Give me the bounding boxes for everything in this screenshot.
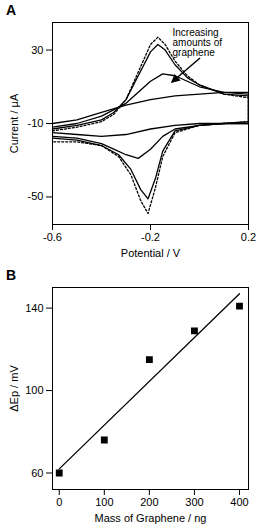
svg-text:300: 300 xyxy=(185,496,203,508)
svg-text:-0.2: -0.2 xyxy=(141,231,160,243)
svg-text:100: 100 xyxy=(25,384,43,396)
svg-text:Mass of Graphene / ng: Mass of Graphene / ng xyxy=(95,512,207,524)
svg-text:0.2: 0.2 xyxy=(241,231,256,243)
svg-text:100: 100 xyxy=(95,496,113,508)
svg-text:30: 30 xyxy=(31,44,43,56)
html-text:A: A xyxy=(6,2,17,18)
html-text:B: B xyxy=(6,267,17,283)
svg-text:-0.6: -0.6 xyxy=(43,231,62,243)
svg-text:140: 140 xyxy=(25,302,43,314)
svg-text:-50: -50 xyxy=(28,190,44,202)
svg-text:60: 60 xyxy=(31,467,43,479)
svg-text:ΔEp / mV: ΔEp / mV xyxy=(8,365,20,412)
svg-text:Current / µA: Current / µA xyxy=(8,93,20,153)
svg-text:-10: -10 xyxy=(28,117,44,129)
svg-text:200: 200 xyxy=(140,496,158,508)
svg-text:400: 400 xyxy=(230,496,248,508)
svg-text:Potential / V: Potential / V xyxy=(121,247,181,259)
svg-text:0: 0 xyxy=(56,496,62,508)
svg-text:Increasingamounts ofgraphene: Increasingamounts ofgraphene xyxy=(173,27,223,58)
